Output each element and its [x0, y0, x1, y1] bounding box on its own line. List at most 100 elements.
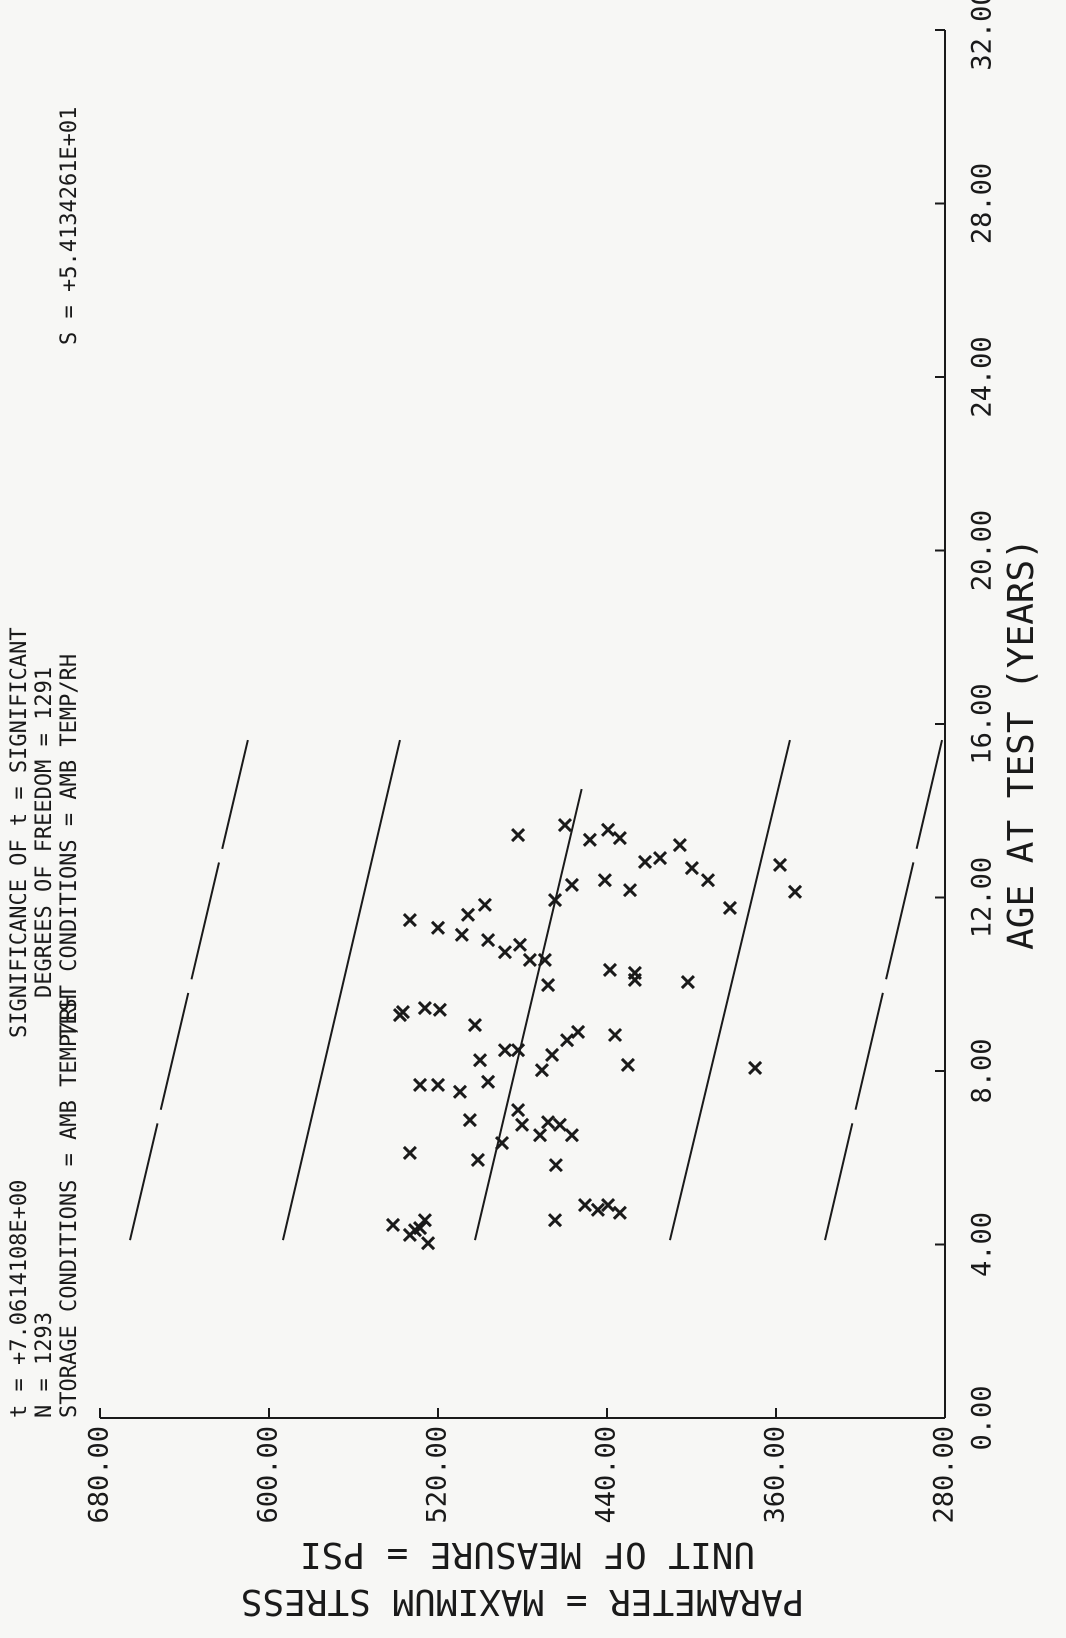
fit-line — [668, 739, 791, 1241]
point — [612, 831, 627, 846]
point — [577, 1197, 593, 1213]
annotation: TEST CONDITIONS = AMB TEMP/RH — [57, 654, 82, 1038]
point — [421, 1236, 436, 1251]
point — [460, 907, 476, 922]
point — [432, 1002, 447, 1017]
point — [548, 1158, 563, 1173]
point — [512, 937, 528, 952]
point — [607, 1027, 623, 1043]
point — [481, 1074, 496, 1089]
y-tick-label: 520.00 — [422, 1426, 453, 1524]
y-axis-title: PARAMETER = MAXIMUM STRESS — [241, 1581, 805, 1622]
point — [602, 962, 618, 977]
point — [552, 1117, 567, 1132]
fit-line — [473, 788, 583, 1241]
point — [600, 1197, 616, 1213]
x-tick-label: 12.00 — [967, 857, 998, 938]
y-tick-label: 440.00 — [591, 1426, 622, 1524]
point — [532, 1128, 548, 1143]
annotation: SIGNIFICANCE OF t = SIGNIFICANT — [7, 627, 32, 1038]
y-axis-unit: UNIT OF MEASURE = PSI — [300, 1534, 755, 1575]
point — [452, 1084, 468, 1099]
x-tick-label: 8.00 — [967, 1038, 998, 1103]
point — [600, 822, 616, 837]
point — [481, 932, 496, 948]
point — [772, 857, 788, 873]
point — [700, 873, 716, 888]
y-tick-label: 360.00 — [760, 1426, 791, 1524]
point — [547, 893, 563, 908]
fit-line — [824, 739, 944, 1241]
point — [722, 900, 738, 915]
point — [748, 1060, 763, 1076]
point — [627, 965, 642, 981]
point — [564, 1128, 579, 1143]
point — [477, 897, 492, 912]
annotation: t = +7.0614108E+00 — [7, 1180, 32, 1418]
point — [511, 827, 526, 843]
point — [395, 1004, 410, 1020]
y-tick-label: 600.00 — [253, 1426, 284, 1524]
point — [637, 854, 653, 869]
fit-line — [129, 739, 249, 1241]
point — [497, 945, 513, 960]
point — [560, 1033, 575, 1048]
point — [672, 837, 687, 853]
point — [541, 1115, 556, 1130]
point — [402, 1145, 417, 1161]
annotation: DEGREES OF FREEDOM = 1291 — [32, 667, 57, 998]
point — [522, 952, 537, 968]
y-tick-label: 680.00 — [84, 1426, 115, 1524]
point — [545, 1047, 560, 1063]
annotation: STORAGE CONDITIONS = AMB TEMP/RH — [57, 994, 82, 1418]
point — [582, 832, 597, 847]
x-tick-label: 16.00 — [967, 683, 998, 764]
point — [511, 1102, 526, 1118]
x-tick-label: 24.00 — [967, 336, 998, 417]
point — [612, 1205, 627, 1220]
x-tick-label: 4.00 — [967, 1212, 998, 1277]
point — [537, 952, 552, 968]
point — [511, 1043, 526, 1058]
point — [590, 1202, 605, 1217]
point — [402, 912, 417, 928]
point — [430, 1077, 446, 1092]
point — [597, 873, 612, 888]
x-tick-label: 20.00 — [967, 510, 998, 591]
point — [417, 1213, 432, 1228]
fit-line — [281, 739, 401, 1241]
point — [462, 1112, 477, 1128]
point — [417, 1001, 432, 1016]
point — [547, 1213, 563, 1228]
point — [620, 1057, 635, 1072]
point — [494, 1135, 510, 1151]
x-tick-label: 0.00 — [967, 1385, 998, 1450]
point — [787, 884, 803, 899]
point — [680, 975, 695, 990]
point — [622, 883, 638, 898]
annotation: N = 1293 — [32, 1312, 57, 1418]
point — [515, 1117, 530, 1132]
point — [557, 818, 573, 833]
rotated-plot: t = +7.0614108E+00 N = 1293 STORAGE CONDIT… — [7, 0, 1042, 1622]
point — [652, 850, 668, 866]
y-tick-label: 280.00 — [929, 1426, 960, 1524]
point — [472, 1053, 488, 1068]
point — [470, 1152, 485, 1167]
point — [385, 1217, 401, 1233]
x-tick-label: 28.00 — [967, 163, 998, 244]
point — [430, 920, 446, 935]
point — [541, 978, 556, 993]
x-tick-label: 32.00 — [967, 0, 998, 71]
point — [467, 1017, 483, 1033]
point — [412, 1077, 428, 1092]
point — [684, 860, 699, 876]
point — [570, 1024, 586, 1040]
annotation: S = +5.4134261E+01 — [57, 107, 82, 345]
point — [564, 877, 579, 892]
point — [534, 1063, 549, 1078]
point — [497, 1043, 513, 1058]
x-axis-title: AGE AT TEST (YEARS) — [1001, 538, 1042, 950]
